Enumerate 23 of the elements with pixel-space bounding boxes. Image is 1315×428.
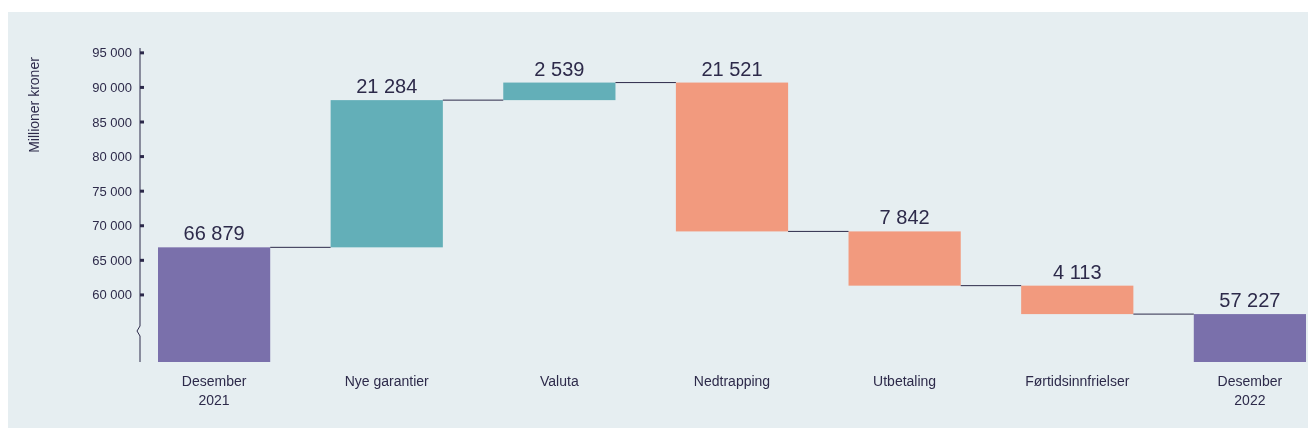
y-tick-label: 85 000: [92, 114, 132, 130]
y-tick-label: 60 000: [92, 287, 132, 303]
data-label: 4 113: [1052, 260, 1102, 283]
x-tick-label: Desember 2021: [181, 373, 247, 408]
x-tick-label: Nedtrapping: [693, 373, 771, 389]
x-tick-label: Utbetaling: [873, 373, 937, 389]
x-tick-label: Nye garantier: [344, 373, 430, 389]
x-tick-label: Valuta: [540, 373, 579, 389]
y-tick-label: 90 000: [92, 79, 132, 95]
data-label: 2 539: [534, 57, 585, 80]
x-tick-label: Førtidsinnfrielser: [1025, 373, 1130, 389]
data-label: 21 284: [356, 75, 418, 98]
x-tick-label: Desember 2022: [1217, 373, 1283, 408]
y-axis-title: Millioner kroner: [26, 56, 42, 153]
data-label: 7 842: [879, 206, 930, 229]
y-tick-label: 70 000: [92, 218, 132, 234]
y-tick-label: 65 000: [92, 252, 132, 268]
data-label: 21 521: [701, 57, 763, 80]
y-tick-label: 80 000: [92, 149, 132, 165]
y-tick-label: 75 000: [92, 183, 132, 199]
y-tick-label: 95 000: [92, 45, 132, 61]
data-label: 57 227: [1219, 289, 1281, 312]
data-label: 66 879: [183, 222, 245, 245]
